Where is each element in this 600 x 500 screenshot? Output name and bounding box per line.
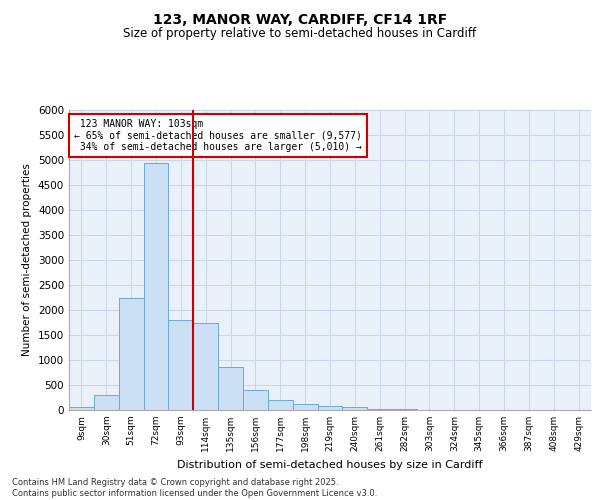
Text: 123, MANOR WAY, CARDIFF, CF14 1RF: 123, MANOR WAY, CARDIFF, CF14 1RF	[153, 12, 447, 26]
Bar	[343, 407, 367, 410]
Bar	[119, 298, 143, 410]
Bar	[218, 367, 243, 410]
Text: Contains HM Land Registry data © Crown copyright and database right 2025.
Contai: Contains HM Land Registry data © Crown c…	[12, 478, 377, 498]
Bar	[367, 408, 392, 410]
Bar	[69, 407, 94, 410]
X-axis label: Distribution of semi-detached houses by size in Cardiff: Distribution of semi-detached houses by …	[177, 460, 483, 469]
Bar	[243, 390, 268, 410]
Text: Size of property relative to semi-detached houses in Cardiff: Size of property relative to semi-detach…	[124, 28, 476, 40]
Bar	[193, 322, 218, 410]
Bar	[94, 394, 119, 410]
Text: 123 MANOR WAY: 103sqm
← 65% of semi-detached houses are smaller (9,577)
 34% of : 123 MANOR WAY: 103sqm ← 65% of semi-deta…	[74, 119, 362, 152]
Bar	[317, 406, 343, 410]
Bar	[293, 404, 317, 410]
Bar	[169, 320, 193, 410]
Bar	[268, 400, 293, 410]
Bar	[143, 162, 169, 410]
Bar	[392, 409, 417, 410]
Y-axis label: Number of semi-detached properties: Number of semi-detached properties	[22, 164, 32, 356]
